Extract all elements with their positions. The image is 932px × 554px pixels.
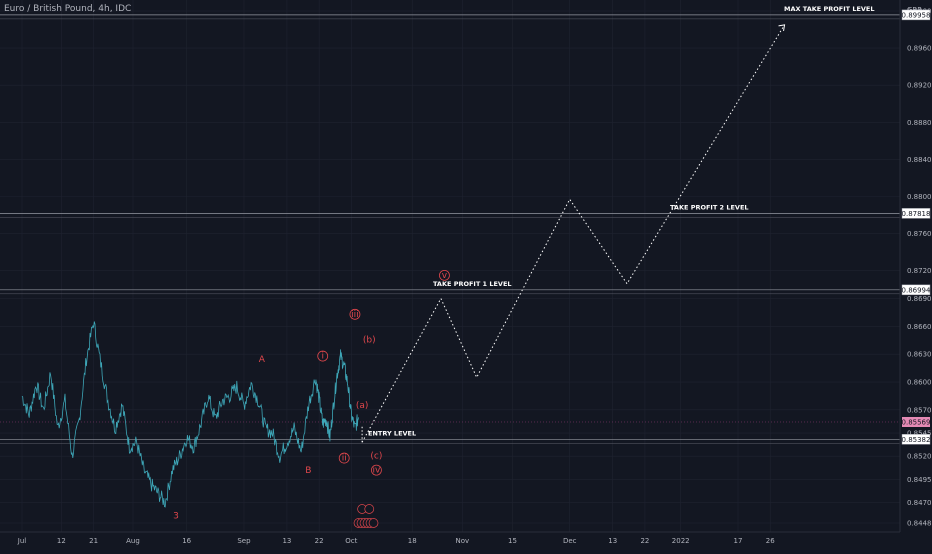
symbol-legend[interactable]: Euro / British Pound, 4h, IDC <box>4 4 132 14</box>
wave-circle <box>317 350 329 362</box>
y-tick-label: 0.89600 <box>907 45 932 53</box>
price-line <box>21 321 359 508</box>
x-tick-label: Nov <box>456 537 470 545</box>
level-label: MAX TAKE PROFIT LEVEL <box>784 5 875 13</box>
projection-layer <box>361 24 786 443</box>
wave-label: i <box>321 352 324 362</box>
level-label: ENTRY LEVEL <box>368 429 416 437</box>
x-tick-label: Jul <box>17 537 27 545</box>
x-tick-label: 13 <box>282 537 291 545</box>
wave-label: iv <box>373 466 382 476</box>
level-price-text: 0.86994 <box>902 286 931 294</box>
level-price-tag <box>901 9 931 21</box>
last-price-text: 0.85569 <box>902 418 931 426</box>
x-tick-label: 12 <box>57 537 66 545</box>
level-price-text: 0.89958 <box>902 11 931 19</box>
x-tick-label: 16 <box>182 537 191 545</box>
wave-label: v <box>442 271 448 281</box>
level-label: TAKE PROFIT 1 LEVEL <box>433 280 512 288</box>
x-tick-label: Sep <box>237 537 251 545</box>
wave-label: ii <box>342 454 347 464</box>
price-layer <box>21 321 359 508</box>
wave-circle <box>338 452 350 464</box>
x-tick-label: 15 <box>508 537 517 545</box>
x-axis[interactable]: Jul 12 21 Aug 16 Sep 13 22 Oct 18 Nov 15 Dec 13 22 2022… <box>17 537 775 545</box>
wave-label: A <box>259 355 266 365</box>
x-tick-label: 22 <box>640 537 649 545</box>
event-marker <box>364 504 375 514</box>
x-tick-label: 22 <box>315 537 324 545</box>
x-tick-label: 13 <box>608 537 617 545</box>
x-tick-label: Oct <box>345 537 357 545</box>
level-price-tag <box>901 208 931 219</box>
wave-circle <box>439 269 450 281</box>
level-price-text: 0.85382 <box>902 436 931 444</box>
event-marker <box>368 518 379 528</box>
x-tick-label: 17 <box>734 537 743 545</box>
wave-circle <box>371 464 382 476</box>
wave-label: 3 <box>173 512 179 522</box>
wave-label: B <box>305 466 311 476</box>
wave-label: (a) <box>356 401 369 411</box>
projection-arrow <box>778 24 786 31</box>
x-tick-label: Dec <box>563 537 577 545</box>
projection-path <box>361 24 785 443</box>
last-price-tag <box>902 416 930 427</box>
x-tick-label: 2022 <box>672 537 690 545</box>
price-tags: 0.89958 0.87818 0.86994 0.85382 0.85569 <box>901 9 931 445</box>
x-tick-label: Aug <box>126 537 140 545</box>
wave-circle <box>349 308 361 320</box>
level-price-tag <box>901 434 931 445</box>
grid-layer <box>0 0 900 532</box>
wave-label: (b) <box>363 335 376 345</box>
wave-label: (c) <box>370 451 382 461</box>
x-tick-label: 18 <box>408 537 417 545</box>
level-price-tag <box>901 284 931 296</box>
level-label: TAKE PROFIT 2 LEVEL <box>670 203 749 211</box>
level-price-text: 0.87818 <box>902 210 931 218</box>
level-layer: MAX TAKE PROFIT LEVEL TAKE PROFIT 2 LEVEL… <box>0 5 900 444</box>
x-tick-label: 26 <box>766 537 775 545</box>
wave-label: iii <box>351 310 359 320</box>
x-tick-label: 21 <box>89 537 98 545</box>
